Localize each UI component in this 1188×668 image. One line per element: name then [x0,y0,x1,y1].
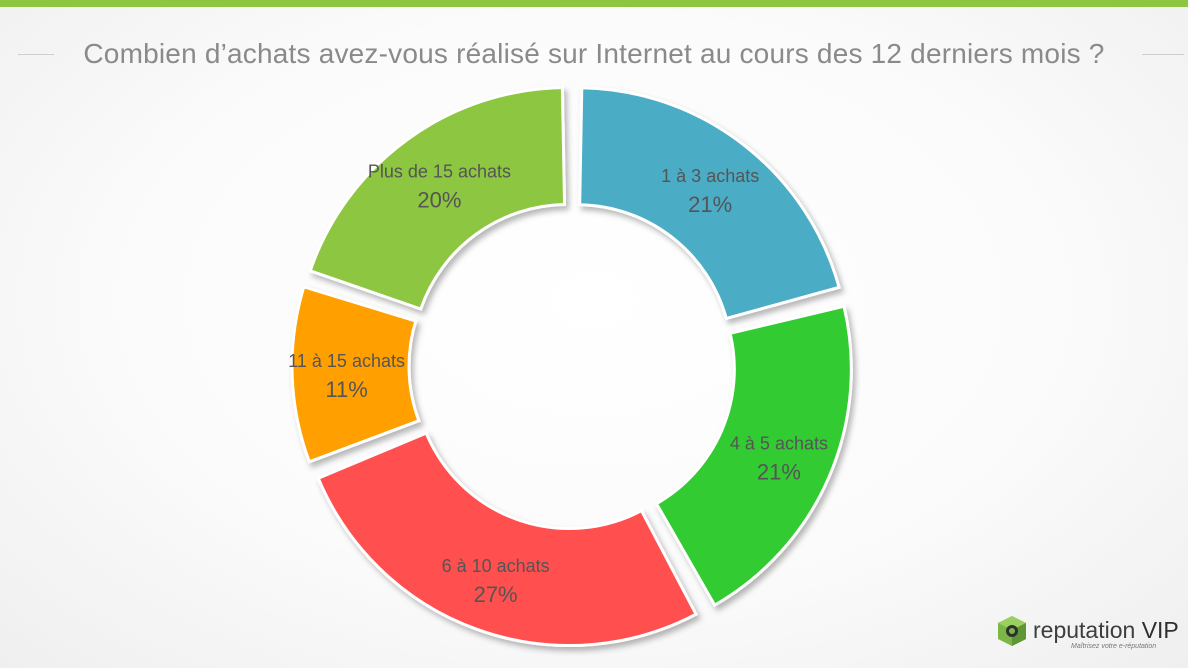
slice-value-2: 21% [757,460,801,485]
slice-3[interactable] [316,431,699,647]
slice-value-5: 20% [417,188,461,213]
brand-name-vip: VIP [1135,617,1179,643]
brand-name-main: reputation [1033,617,1136,643]
chart-title: Combien d’achats avez-vous réalisé sur I… [83,38,1105,69]
brand-tagline: Maîtrisez votre e-réputation [1071,643,1157,650]
slice-value-3: 27% [474,582,518,607]
title-divider-left [18,54,54,55]
top-accent-bar [0,0,1188,7]
slice-value-1: 21% [688,192,732,217]
slice-5[interactable] [308,86,567,311]
slice-1[interactable] [578,86,841,321]
slice-label-1: 1 à 3 achats [661,166,759,186]
brand-name: reputation VIP [1033,616,1179,644]
slice-label-5: Plus de 15 achats [368,162,511,182]
slice-label-3: 6 à 10 achats [442,556,550,576]
slice-label-4: 11 à 15 achats [288,351,405,371]
slice-4[interactable] [290,284,421,464]
slice-value-4: 11% [325,377,367,402]
slice-label-2: 4 à 5 achats [730,434,828,454]
title-divider-right [1142,54,1184,55]
title-container: Combien d’achats avez-vous réalisé sur I… [0,32,1188,76]
cube-logo-icon [998,616,1026,646]
brand-logo[interactable]: reputation VIP Maîtrisez votre e-réputat… [995,612,1180,660]
slice-2[interactable] [654,304,853,608]
